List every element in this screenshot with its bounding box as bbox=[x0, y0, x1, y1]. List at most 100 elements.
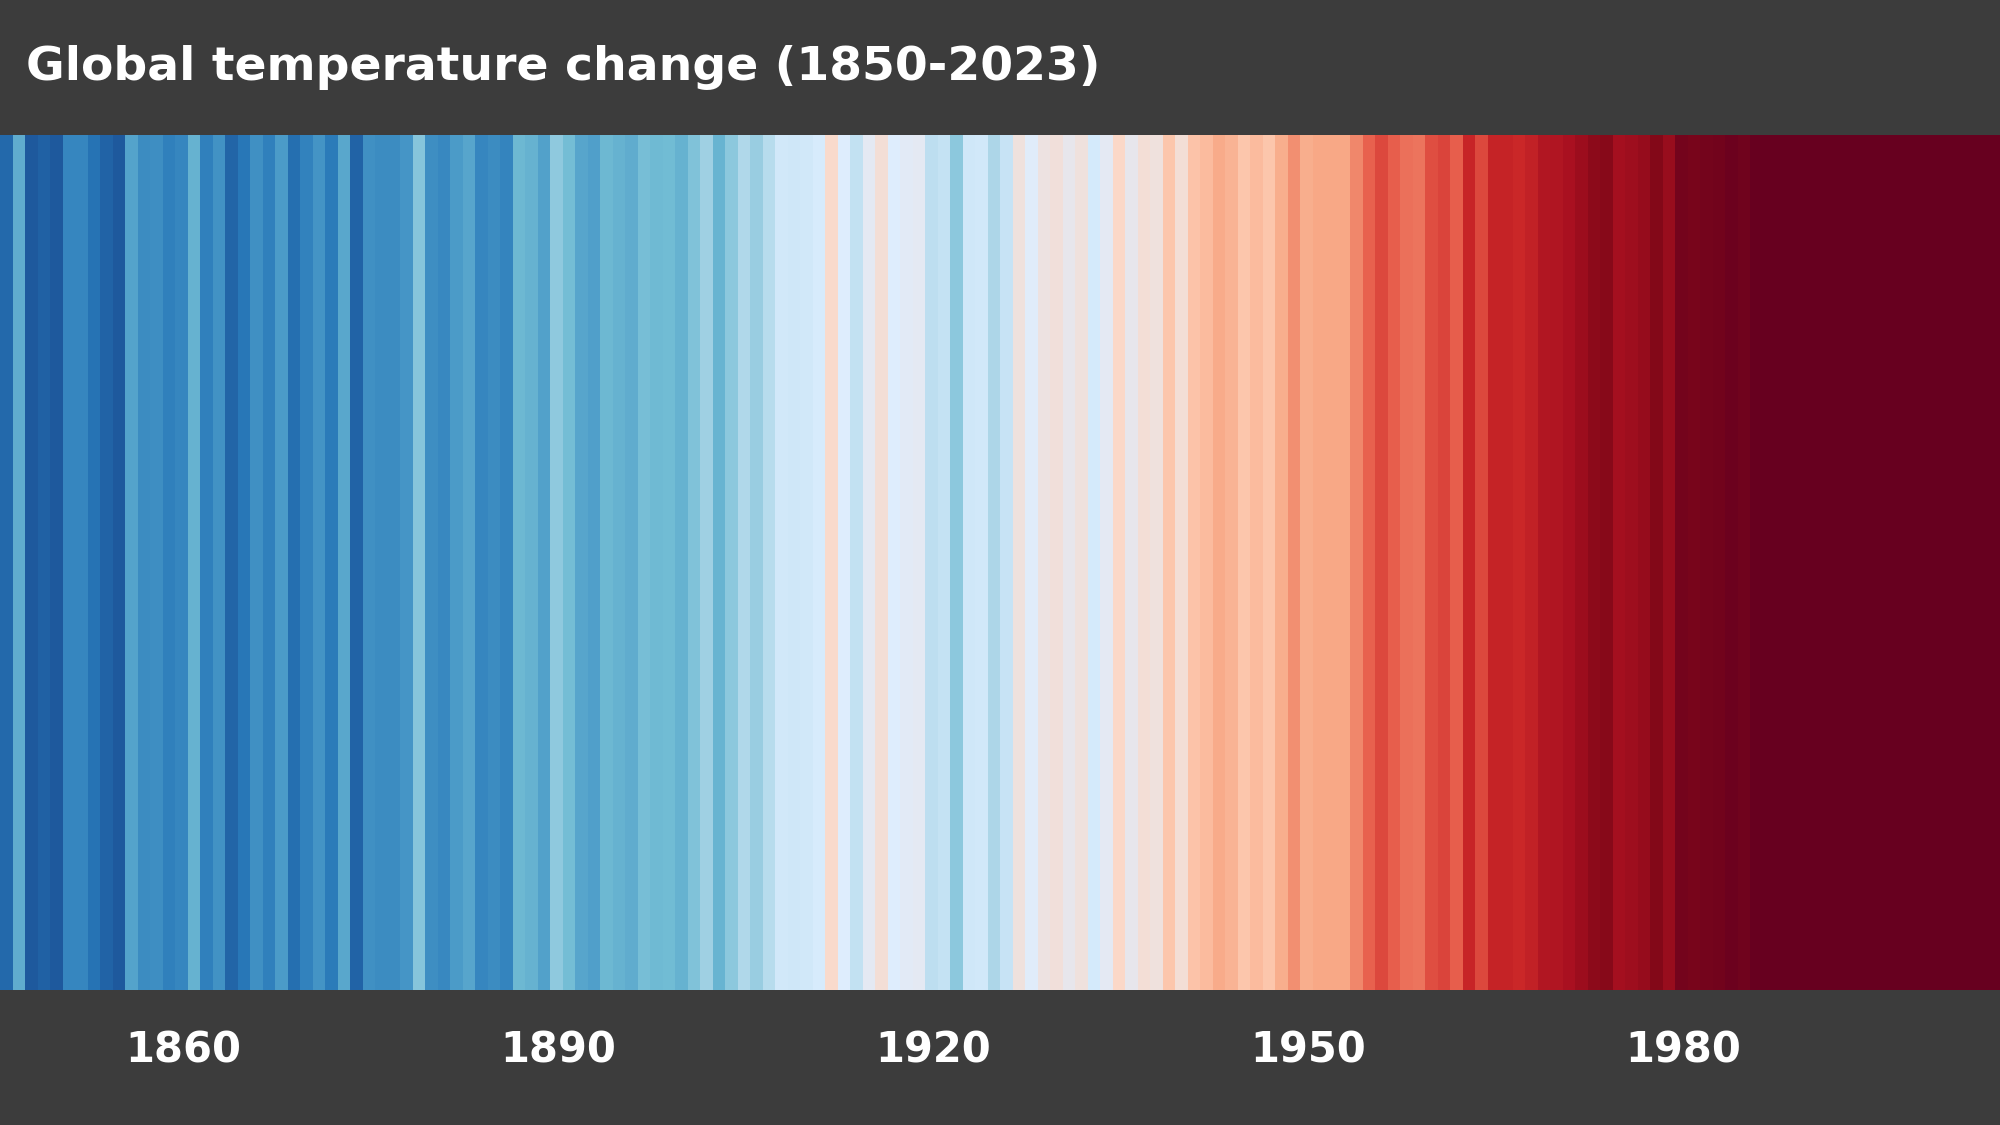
Bar bbox=[1376, 135, 1388, 990]
Bar bbox=[600, 135, 612, 990]
Bar bbox=[976, 135, 988, 990]
Bar bbox=[1576, 135, 1588, 990]
Bar bbox=[1012, 135, 1024, 990]
Bar bbox=[1912, 135, 1924, 990]
Bar bbox=[888, 135, 900, 990]
Bar bbox=[838, 135, 850, 990]
Bar bbox=[488, 135, 500, 990]
Bar bbox=[1876, 135, 1888, 990]
Bar bbox=[12, 135, 24, 990]
Bar bbox=[1050, 135, 1062, 990]
Bar bbox=[1038, 135, 1050, 990]
Bar bbox=[212, 135, 224, 990]
Text: 1890: 1890 bbox=[500, 1029, 616, 1072]
Bar bbox=[1338, 135, 1350, 990]
Bar bbox=[1762, 135, 1776, 990]
Bar bbox=[1776, 135, 1788, 990]
Bar bbox=[388, 135, 400, 990]
Text: 1920: 1920 bbox=[876, 1029, 990, 1072]
Bar bbox=[1612, 135, 1624, 990]
Bar bbox=[76, 135, 88, 990]
Text: 1860: 1860 bbox=[124, 1029, 240, 1072]
Bar bbox=[1688, 135, 1700, 990]
Bar bbox=[1624, 135, 1638, 990]
Bar bbox=[562, 135, 576, 990]
Bar bbox=[1888, 135, 1900, 990]
Bar bbox=[1750, 135, 1762, 990]
Bar bbox=[1188, 135, 1200, 990]
Bar bbox=[1138, 135, 1150, 990]
Bar bbox=[1550, 135, 1562, 990]
Bar bbox=[1950, 135, 1962, 990]
Bar bbox=[1650, 135, 1662, 990]
Bar bbox=[1112, 135, 1124, 990]
Bar bbox=[1262, 135, 1276, 990]
Bar bbox=[876, 135, 888, 990]
Bar bbox=[1412, 135, 1424, 990]
Bar bbox=[1176, 135, 1188, 990]
Bar bbox=[1312, 135, 1324, 990]
Bar bbox=[1976, 135, 1988, 990]
Bar bbox=[476, 135, 488, 990]
Bar bbox=[424, 135, 438, 990]
Bar bbox=[1900, 135, 1912, 990]
Bar bbox=[1300, 135, 1312, 990]
Bar bbox=[1124, 135, 1138, 990]
Bar bbox=[588, 135, 600, 990]
Bar bbox=[788, 135, 800, 990]
Bar bbox=[1476, 135, 1488, 990]
Bar bbox=[138, 135, 150, 990]
Bar bbox=[224, 135, 238, 990]
Bar bbox=[1712, 135, 1724, 990]
Bar bbox=[1588, 135, 1600, 990]
Bar bbox=[688, 135, 700, 990]
Bar bbox=[524, 135, 538, 990]
Bar bbox=[400, 135, 412, 990]
Bar bbox=[1150, 135, 1162, 990]
Bar bbox=[712, 135, 724, 990]
Bar bbox=[1962, 135, 1976, 990]
Bar bbox=[112, 135, 124, 990]
Bar bbox=[162, 135, 176, 990]
Bar bbox=[1488, 135, 1500, 990]
Bar bbox=[612, 135, 624, 990]
Bar bbox=[38, 135, 50, 990]
Bar bbox=[100, 135, 112, 990]
Bar bbox=[1500, 135, 1512, 990]
Bar bbox=[1700, 135, 1712, 990]
Text: 1980: 1980 bbox=[1624, 1029, 1740, 1072]
Bar bbox=[338, 135, 350, 990]
Bar bbox=[924, 135, 938, 990]
Bar bbox=[24, 135, 38, 990]
Bar bbox=[776, 135, 788, 990]
Bar bbox=[1400, 135, 1412, 990]
Bar bbox=[1562, 135, 1576, 990]
Bar bbox=[1800, 135, 1812, 990]
Bar bbox=[50, 135, 62, 990]
Bar bbox=[1062, 135, 1076, 990]
Bar bbox=[350, 135, 362, 990]
Bar bbox=[438, 135, 450, 990]
Bar bbox=[312, 135, 324, 990]
Bar bbox=[376, 135, 388, 990]
Bar bbox=[1526, 135, 1538, 990]
Text: Global temperature change (1850-2023): Global temperature change (1850-2023) bbox=[26, 45, 1100, 90]
Bar bbox=[276, 135, 288, 990]
Bar bbox=[1250, 135, 1262, 990]
Bar bbox=[1838, 135, 1850, 990]
Bar bbox=[1938, 135, 1950, 990]
Bar bbox=[200, 135, 212, 990]
Bar bbox=[124, 135, 138, 990]
Bar bbox=[812, 135, 826, 990]
Text: 1950: 1950 bbox=[1250, 1029, 1366, 1072]
Bar bbox=[1388, 135, 1400, 990]
Bar bbox=[724, 135, 738, 990]
Bar bbox=[1850, 135, 1862, 990]
Bar bbox=[512, 135, 524, 990]
Bar bbox=[0, 135, 12, 990]
Bar bbox=[324, 135, 338, 990]
Bar bbox=[750, 135, 762, 990]
Bar bbox=[1862, 135, 1876, 990]
Bar bbox=[500, 135, 512, 990]
Bar bbox=[1224, 135, 1238, 990]
